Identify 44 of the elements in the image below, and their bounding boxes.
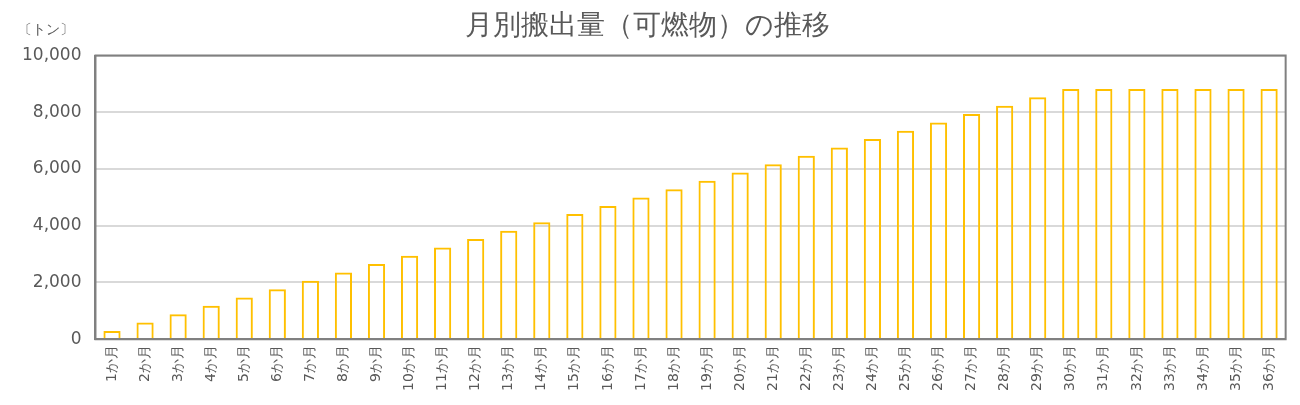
x-tick-label: 1か月 [102, 345, 119, 383]
x-tick-label: 31か月 [1094, 345, 1111, 392]
y-tick-label: 8,000 [32, 100, 82, 121]
y-tick-label: 0 [70, 327, 82, 348]
x-tick-label: 12か月 [466, 345, 483, 392]
y-tick-label: 4,000 [32, 214, 82, 235]
chart-title: 月別搬出量（可燃物）の推移 [464, 8, 830, 42]
y-tick-label: 6,000 [32, 157, 82, 178]
x-tick-label: 13か月 [499, 345, 516, 392]
x-tick-label: 19か月 [697, 345, 714, 392]
x-tick-label: 16か月 [598, 345, 615, 392]
y-tick-label: 10,000 [22, 44, 82, 65]
x-tick-label: 29か月 [1028, 345, 1045, 392]
x-tick-label: 11か月 [433, 345, 450, 392]
x-tick-label: 7か月 [301, 345, 318, 383]
x-tick-label: 28か月 [995, 345, 1012, 392]
x-tick-label: 33か月 [1160, 345, 1177, 392]
x-tick-label: 23か月 [829, 345, 846, 392]
x-tick-label: 17か月 [631, 345, 648, 392]
x-tick-label: 26か月 [929, 345, 946, 392]
x-tick-label: 15か月 [565, 345, 582, 392]
x-tick-label: 5か月 [234, 345, 251, 383]
x-tick-label: 22か月 [796, 345, 813, 392]
x-tick-label: 3か月 [168, 345, 185, 383]
x-tick-label: 24か月 [863, 345, 880, 392]
x-tick-label: 2か月 [135, 345, 152, 383]
x-tick-label: 30か月 [1061, 345, 1078, 392]
y-tick-label: 2,000 [32, 270, 82, 291]
x-tick-label: 35か月 [1226, 345, 1243, 392]
x-tick-label: 9か月 [367, 345, 384, 383]
x-tick-label: 36か月 [1259, 345, 1276, 392]
x-tick-label: 8か月 [334, 345, 351, 383]
x-tick-label: 32か月 [1127, 345, 1144, 392]
x-tick-label: 18か月 [664, 345, 681, 392]
x-tick-label: 27か月 [962, 345, 979, 392]
x-tick-label: 4か月 [201, 345, 218, 383]
x-tick-label: 34か月 [1193, 345, 1210, 392]
x-tick-label: 14か月 [532, 345, 549, 392]
x-tick-label: 20か月 [730, 345, 747, 392]
x-tick-label: 21か月 [763, 345, 780, 392]
x-tick-label: 25か月 [896, 345, 913, 392]
y-axis-title: 〔トン〕 [18, 20, 74, 37]
x-tick-label: 6か月 [267, 345, 284, 383]
x-tick-label: 10か月 [400, 345, 417, 392]
